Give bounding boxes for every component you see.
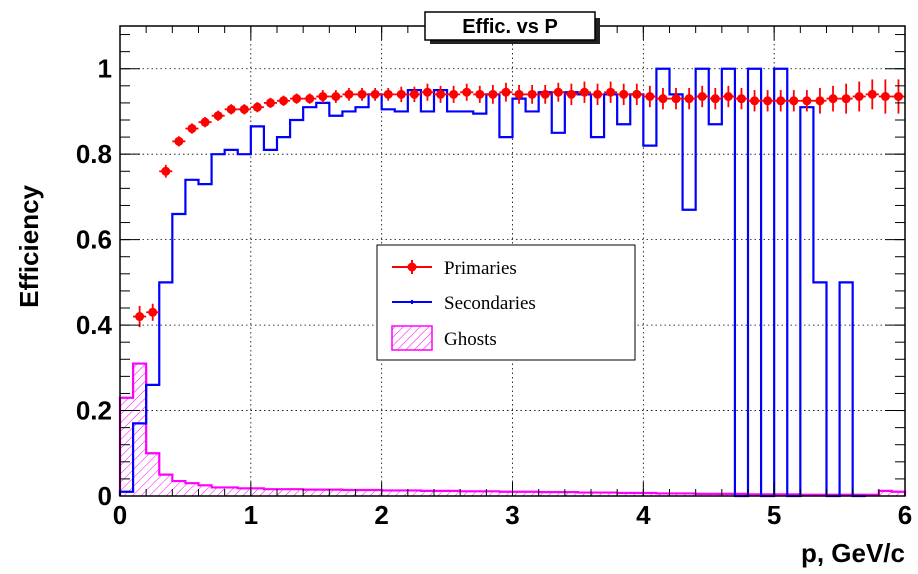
primaries-point <box>893 92 903 101</box>
primaries-point <box>462 87 472 97</box>
primaries-point <box>514 89 524 99</box>
primaries-point <box>200 117 210 127</box>
primaries-point <box>449 89 459 99</box>
primaries-point <box>736 94 746 104</box>
tick-labels: 0 1 2 3 4 5 6 0 0.2 0.4 0.6 0.8 1 <box>76 54 912 530</box>
legend-entry-ghosts: Ghosts <box>391 325 497 351</box>
primaries-point <box>501 87 511 97</box>
primaries-point <box>422 87 432 97</box>
x-tick-label: 6 <box>898 500 912 530</box>
x-tick-label: 3 <box>505 500 519 530</box>
legend: Primaries Secondaries Ghosts <box>376 244 636 361</box>
chart-title-box: Effic. vs P <box>424 11 600 44</box>
primaries-point <box>750 96 760 106</box>
y-tick-label: 0.8 <box>76 139 112 169</box>
primaries-point <box>828 94 838 104</box>
primaries-point <box>815 96 825 106</box>
primaries-point <box>174 136 184 146</box>
primaries-point <box>161 166 171 176</box>
primaries-point <box>619 89 629 99</box>
primaries-point <box>135 312 145 322</box>
primaries-point <box>370 89 380 99</box>
primaries-point <box>776 96 786 106</box>
x-tick-label: 2 <box>374 500 388 530</box>
x-tick-label: 4 <box>636 500 651 530</box>
primaries-point <box>632 89 642 99</box>
series-primaries <box>133 79 905 328</box>
primaries-point <box>593 89 603 99</box>
legend-entry-primaries: Primaries <box>392 258 517 279</box>
primaries-point <box>723 92 733 101</box>
y-tick-label: 0.2 <box>76 396 112 426</box>
legend-label-secondaries: Secondaries <box>444 293 536 314</box>
y-tick-label: 0.4 <box>76 310 113 340</box>
primaries-point <box>252 102 262 112</box>
x-tick-label: 1 <box>244 500 258 530</box>
chart-title: Effic. vs P <box>462 16 558 38</box>
primaries-point <box>671 94 681 104</box>
primaries-point <box>436 89 446 99</box>
primaries-point <box>292 94 302 104</box>
primaries-point <box>566 89 576 99</box>
y-tick-label: 0.6 <box>76 225 112 255</box>
primaries-point <box>606 87 616 97</box>
primaries-point <box>710 94 720 104</box>
primaries-point <box>880 92 890 101</box>
primaries-point <box>265 98 275 108</box>
primaries-point <box>344 89 354 99</box>
primaries-point <box>658 94 668 104</box>
y-tick-label: 1 <box>98 54 112 84</box>
primaries-point <box>527 89 537 99</box>
x-tick-label: 0 <box>113 500 127 530</box>
primaries-point <box>540 89 550 99</box>
primaries-point <box>854 92 864 101</box>
primaries-point <box>488 89 498 99</box>
y-tick-label: 0 <box>98 481 112 511</box>
primaries-point <box>841 94 851 104</box>
primaries-point <box>148 307 158 317</box>
primaries-point <box>409 89 419 99</box>
y-axis-title: Efficiency <box>14 184 44 307</box>
primaries-point <box>305 94 315 104</box>
legend-entry-secondaries: Secondaries <box>392 293 536 314</box>
axis-ticks <box>119 26 906 497</box>
primaries-point <box>318 92 328 101</box>
primaries-point <box>763 96 773 106</box>
primaries-point <box>802 96 812 106</box>
primaries-point <box>213 111 223 121</box>
primaries-point <box>226 104 236 114</box>
x-axis-title: p, GeV/c <box>801 538 905 568</box>
primaries-point <box>331 92 341 101</box>
primaries-point <box>579 87 589 97</box>
primaries-point <box>645 92 655 101</box>
primaries-point <box>187 124 197 134</box>
primaries-point <box>357 89 367 99</box>
primaries-point <box>789 96 799 106</box>
primaries-point <box>867 89 877 99</box>
primaries-point <box>239 104 249 114</box>
legend-label-ghosts: Ghosts <box>444 329 497 350</box>
primaries-point <box>279 96 289 106</box>
primaries-point <box>475 89 485 99</box>
primaries-point <box>684 94 694 104</box>
primaries-point <box>396 89 406 99</box>
x-tick-label: 5 <box>767 500 781 530</box>
primaries-point <box>697 92 707 101</box>
primaries-point <box>553 87 563 97</box>
legend-label-primaries: Primaries <box>444 258 517 279</box>
primaries-point <box>383 89 393 99</box>
